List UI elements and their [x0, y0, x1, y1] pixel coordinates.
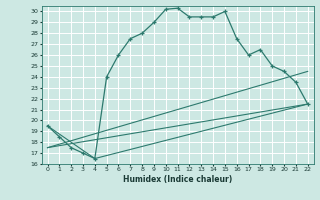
X-axis label: Humidex (Indice chaleur): Humidex (Indice chaleur) [123, 175, 232, 184]
